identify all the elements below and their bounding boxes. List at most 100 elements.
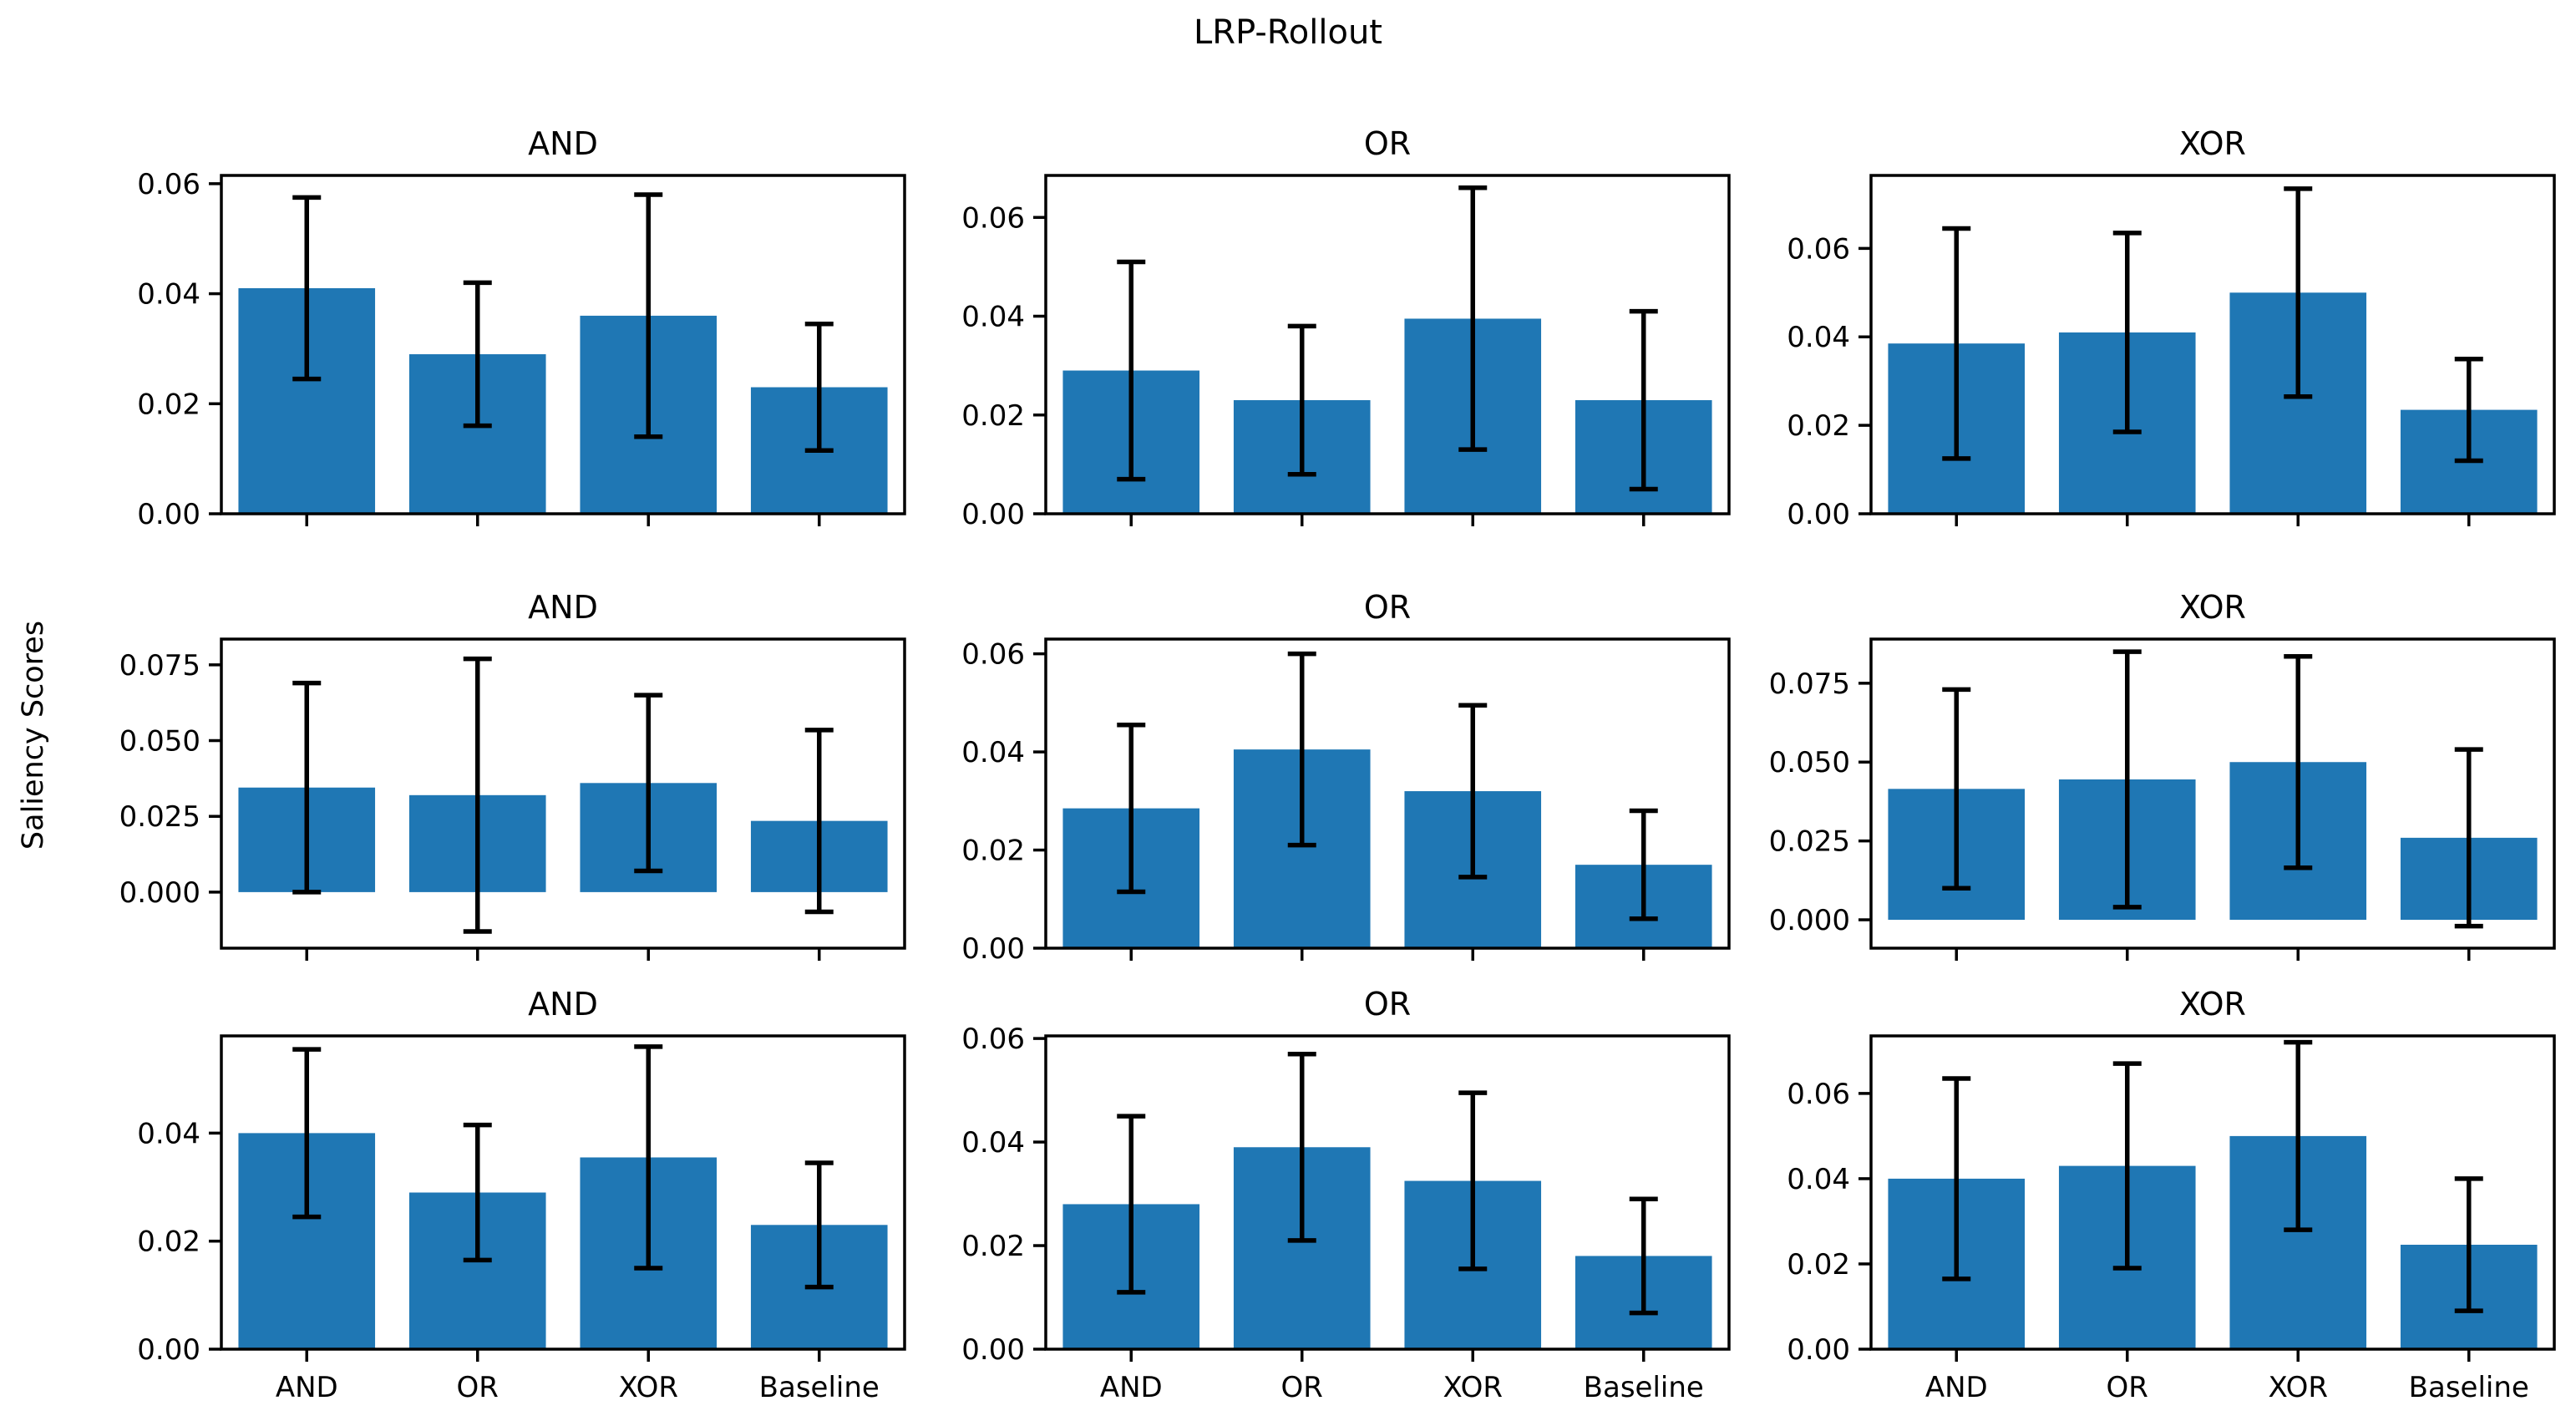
y-tick-label: 0.075 (1769, 667, 1850, 701)
error-bar (1942, 687, 1971, 891)
subplot-row2-col3: XOR 0.000 0.025 0.050 0.075 (1671, 589, 2567, 1015)
y-tick-label: 0.025 (119, 800, 200, 834)
y-tick-label: 0.06 (961, 638, 1025, 672)
axes-spines (1044, 637, 1731, 950)
y-tick-label: 0.02 (137, 1226, 200, 1259)
axes-spines (220, 1034, 906, 1351)
error-bar (2284, 186, 2313, 399)
y-tick-label: 0.04 (137, 278, 200, 312)
error-bar (463, 656, 492, 934)
error-bar (2284, 654, 2313, 870)
y-tick-label: 0.00 (961, 932, 1025, 966)
x-tick-label: Baseline (1584, 1371, 1704, 1404)
y-tick-label: 0.000 (119, 876, 200, 910)
y-tick-label: 0.06 (1787, 1078, 1850, 1111)
axes-spines (1869, 637, 2556, 950)
error-bar (1458, 185, 1488, 452)
subplot-title: XOR (2179, 589, 2246, 626)
x-tick-label: XOR (618, 1371, 678, 1404)
error-bar (1117, 723, 1146, 895)
error-bar (1629, 808, 1658, 921)
subplot-title: AND (528, 125, 598, 162)
subplot-row1-col2: OR 0.00 0.02 0.04 0.06 (845, 125, 1742, 581)
error-bar (2454, 747, 2483, 929)
axes-spines (220, 174, 906, 515)
subplot-title: XOR (2179, 986, 2246, 1023)
bar-chart: 0.00 0.02 0.04 0.06 AND OR XOR Baseline (961, 1023, 1731, 1404)
error-bar (1287, 1051, 1316, 1243)
x-tick-label: Baseline (2409, 1371, 2529, 1404)
y-tick-label: 0.02 (137, 388, 200, 421)
x-tick-label: AND (276, 1371, 338, 1404)
bar-chart: 0.000 0.025 0.050 0.075 (119, 637, 906, 961)
y-tick-label: 0.00 (137, 498, 200, 531)
y-tick-label: 0.04 (1787, 321, 1850, 354)
bar-chart: 0.000 0.025 0.050 0.075 (1769, 637, 2556, 961)
y-tick-label: 0.025 (1769, 825, 1850, 859)
y-tick-label: 0.02 (961, 835, 1025, 868)
error-bar (1458, 703, 1488, 880)
error-bar (2112, 1061, 2142, 1271)
x-tick-label: Baseline (759, 1371, 880, 1404)
y-tick-label: 0.06 (1787, 232, 1850, 266)
y-tick-label: 0.04 (1787, 1163, 1850, 1196)
subplot-row3-col2: OR 0.00 0.02 0.04 0.06 AND OR XOR Baseline (845, 986, 1742, 1416)
x-tick-label: OR (2107, 1371, 2148, 1404)
error-bar (2112, 231, 2142, 434)
error-bar (463, 1122, 492, 1263)
y-tick-label: 0.00 (1787, 1333, 1850, 1367)
y-tick-label: 0.02 (961, 399, 1025, 433)
y-tick-label: 0.06 (137, 168, 200, 201)
bar-chart: 0.00 0.02 0.04 0.06 AND OR XOR Baseline (1787, 1034, 2556, 1404)
y-tick-label: 0.02 (1787, 409, 1850, 443)
y-tick-label: 0.04 (137, 1117, 200, 1150)
y-tick-label: 0.000 (1769, 904, 1850, 937)
y-tick-label: 0.06 (961, 1023, 1025, 1056)
bar-chart: 0.00 0.02 0.04 0.06 (961, 637, 1731, 966)
y-tick-label: 0.050 (119, 725, 200, 759)
error-bar (634, 1044, 663, 1271)
y-tick-label: 0.00 (1787, 498, 1850, 531)
subplot-title: OR (1363, 125, 1412, 162)
error-bar (1117, 259, 1146, 482)
error-bar (292, 1047, 322, 1220)
error-bar (804, 1160, 834, 1290)
y-tick-label: 0.06 (961, 201, 1025, 235)
x-tick-label: XOR (2268, 1371, 2328, 1404)
subplot-row2-col1: AND 0.000 0.025 0.050 0.075 (21, 589, 917, 1015)
x-tick-label: OR (1281, 1371, 1323, 1404)
error-bar (2454, 1176, 2483, 1313)
y-tick-label: 0.00 (961, 1333, 1025, 1367)
figure-suptitle: LRP-Rollout (1194, 13, 1382, 52)
subplot-title: OR (1363, 589, 1412, 626)
error-bar (2454, 356, 2483, 464)
axes-spines (1044, 1034, 1731, 1351)
error-bar (1942, 226, 1971, 461)
axes-spines (1044, 174, 1731, 515)
error-bar (2112, 649, 2142, 910)
axes-spines (1869, 174, 2556, 515)
error-bar (463, 280, 492, 429)
x-tick-label: AND (1925, 1371, 1988, 1404)
subplot-title: AND (528, 986, 598, 1023)
error-bar (634, 693, 663, 874)
subplot-row1-col3: XOR 0.00 0.02 0.04 0.06 (1671, 125, 2567, 581)
subplot-title: XOR (2179, 125, 2246, 162)
error-bar (634, 192, 663, 439)
bar-chart: 0.00 0.02 0.04 0.06 (137, 168, 906, 531)
y-tick-label: 0.04 (961, 736, 1025, 769)
y-tick-label: 0.02 (961, 1230, 1025, 1263)
error-bar (1117, 1114, 1146, 1295)
subplot-row2-col2: OR 0.00 0.02 0.04 0.06 (845, 589, 1742, 1015)
error-bar (1458, 1090, 1488, 1271)
y-tick-label: 0.050 (1769, 746, 1850, 779)
axes-spines (220, 637, 906, 950)
y-tick-label: 0.075 (119, 649, 200, 683)
y-tick-label: 0.04 (961, 301, 1025, 334)
subplot-title: OR (1363, 986, 1412, 1023)
subplot-row3-col3: XOR 0.00 0.02 0.04 0.06 AND OR XOR Baseline (1671, 986, 2567, 1416)
x-tick-label: XOR (1443, 1371, 1503, 1404)
error-bar (804, 322, 834, 454)
x-tick-label: AND (1100, 1371, 1163, 1404)
